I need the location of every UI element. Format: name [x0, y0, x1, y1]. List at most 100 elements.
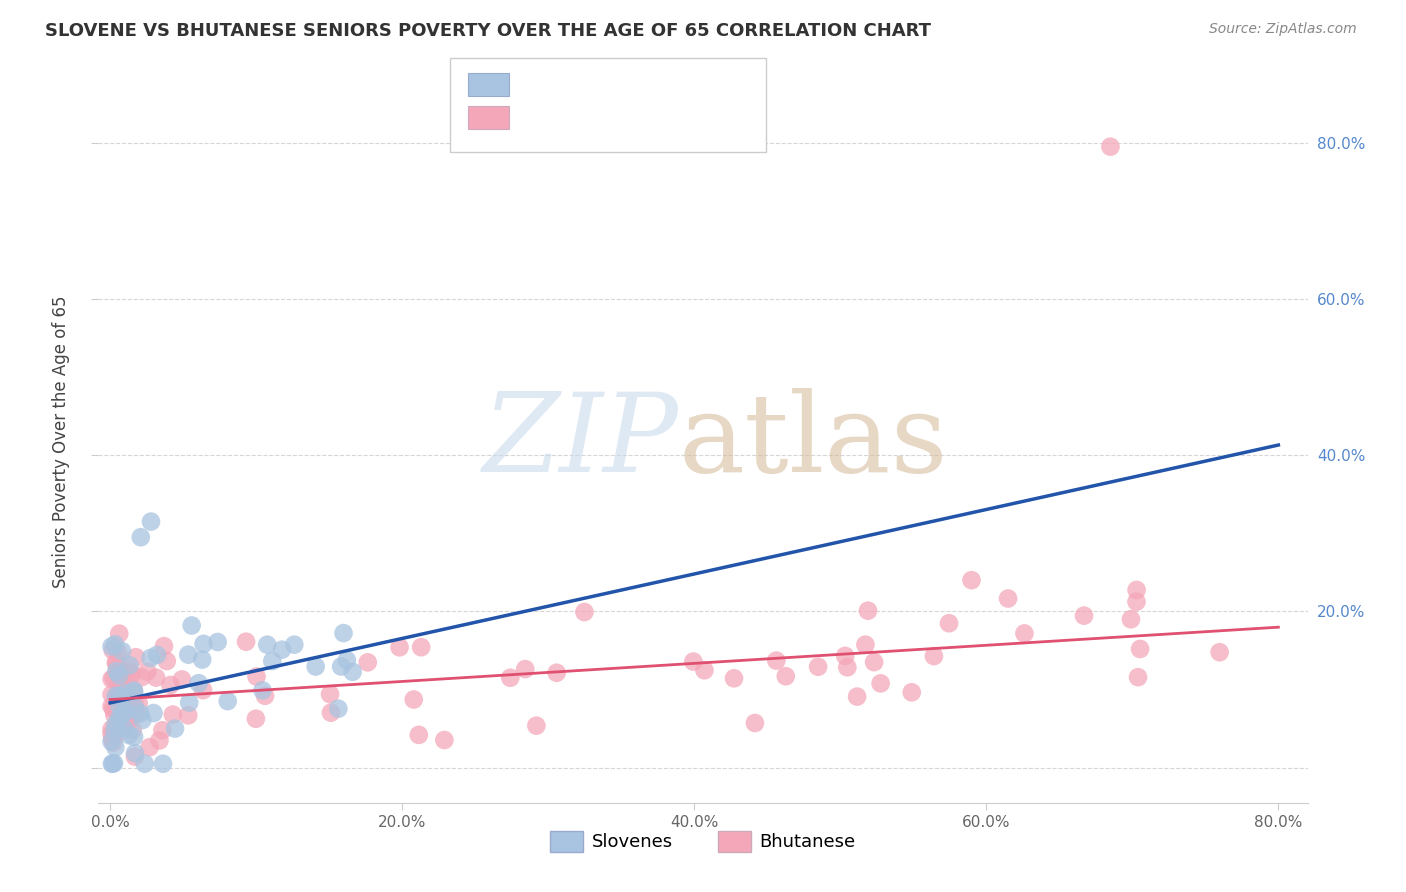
Point [1125, 582, 1147, 597]
Point [100, 640, 122, 654]
Point [107, 645, 129, 659]
Point [124, 700, 146, 714]
Point [108, 725, 131, 739]
Point [114, 686, 136, 700]
Point [122, 730, 145, 744]
Point [104, 702, 127, 716]
Point [136, 665, 159, 679]
Point [124, 696, 146, 710]
Point [744, 716, 766, 731]
Point [193, 637, 215, 651]
Point [103, 671, 125, 685]
Text: Source: ZipAtlas.com: Source: ZipAtlas.com [1209, 22, 1357, 37]
Point [388, 640, 411, 655]
Point [131, 670, 153, 684]
Point [138, 740, 160, 755]
Point [856, 604, 879, 618]
Point [103, 724, 125, 739]
Point [125, 650, 148, 665]
Point [332, 626, 354, 640]
Point [997, 591, 1019, 606]
Point [723, 671, 745, 685]
Point [100, 672, 122, 686]
Point [108, 711, 131, 725]
Point [108, 658, 131, 673]
Point [837, 660, 859, 674]
Point [922, 649, 945, 664]
Point [117, 715, 139, 730]
Point [120, 665, 142, 680]
Point [122, 685, 145, 699]
Point [1126, 670, 1149, 684]
Point [152, 723, 174, 738]
Point [191, 652, 214, 666]
Point [254, 689, 277, 703]
Point [114, 668, 136, 682]
Point [145, 671, 167, 685]
Point [122, 683, 145, 698]
Point [170, 673, 193, 687]
Point [574, 605, 596, 619]
Point [402, 692, 425, 706]
Point [834, 648, 856, 663]
Point [319, 687, 342, 701]
Point [108, 689, 131, 703]
Point [121, 723, 143, 738]
Point [121, 667, 143, 681]
Point [156, 654, 179, 668]
Point [111, 696, 134, 710]
Point [524, 719, 547, 733]
Point [108, 699, 131, 714]
Point [863, 655, 886, 669]
Point [104, 723, 127, 738]
Text: ZIP: ZIP [482, 388, 679, 495]
Point [124, 746, 146, 760]
Point [1073, 608, 1095, 623]
Point [869, 676, 891, 690]
Y-axis label: Seniors Poverty Over the Age of 65: Seniors Poverty Over the Age of 65 [52, 295, 70, 588]
Point [104, 695, 127, 709]
Point [100, 734, 122, 748]
Point [1125, 595, 1147, 609]
Point [131, 713, 153, 727]
Point [177, 708, 200, 723]
Text: 0.202: 0.202 [562, 75, 624, 95]
Point [114, 722, 136, 736]
Point [115, 704, 138, 718]
Point [153, 639, 176, 653]
Point [235, 634, 257, 648]
Point [104, 740, 127, 755]
Point [110, 693, 132, 707]
Point [1129, 642, 1152, 657]
Point [101, 756, 124, 771]
Point [271, 642, 294, 657]
Point [101, 701, 124, 715]
Point [262, 654, 284, 668]
Point [330, 659, 353, 673]
Point [107, 692, 129, 706]
Point [105, 657, 128, 671]
Point [342, 665, 364, 679]
Point [433, 733, 456, 747]
Text: SLOVENE VS BHUTANESE SENIORS POVERTY OVER THE AGE OF 65 CORRELATION CHART: SLOVENE VS BHUTANESE SENIORS POVERTY OVE… [45, 22, 931, 40]
Point [900, 685, 922, 699]
Point [408, 728, 430, 742]
Point [101, 643, 124, 657]
Point [105, 655, 128, 669]
Point [103, 736, 125, 750]
Point [305, 659, 328, 673]
Point [159, 678, 181, 692]
Point [104, 717, 127, 731]
Point [960, 573, 983, 587]
Point [118, 728, 141, 742]
Point [129, 706, 152, 721]
Point [283, 638, 305, 652]
Text: N =: N = [628, 76, 668, 94]
Point [108, 668, 131, 682]
Point [101, 732, 124, 747]
Point [105, 695, 128, 709]
Text: N =: N = [628, 109, 668, 127]
Point [115, 691, 138, 706]
Text: 0.139: 0.139 [562, 108, 624, 128]
Point [1099, 139, 1122, 153]
